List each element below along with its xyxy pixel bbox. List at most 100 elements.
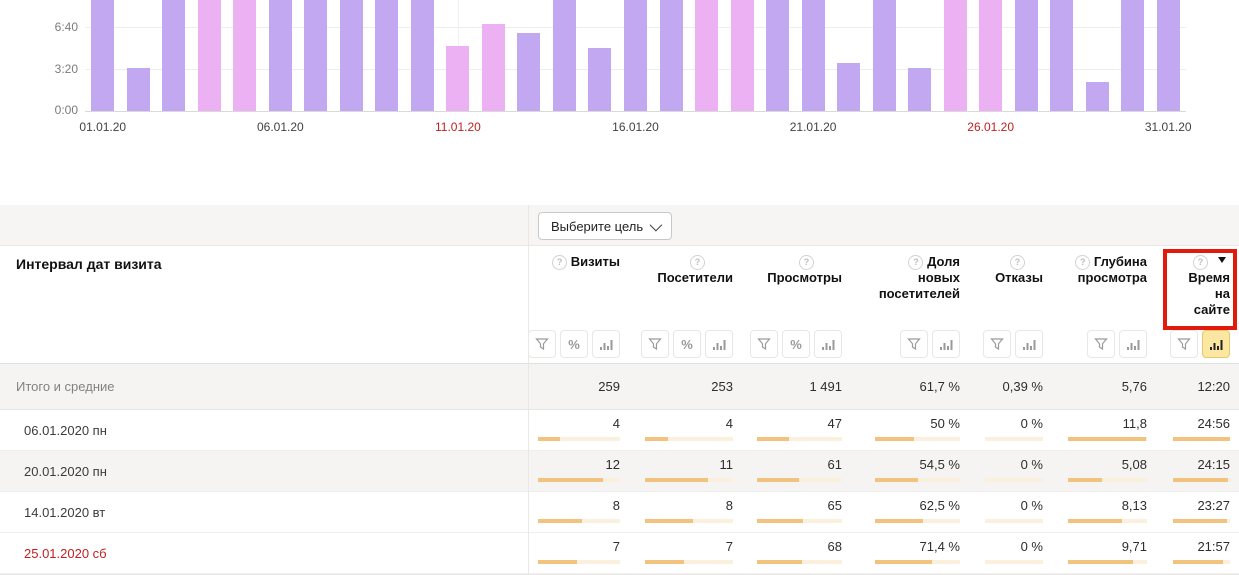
help-question-icon[interactable]: ? (908, 255, 924, 270)
row-date-label[interactable]: 06.01.2020 пн (24, 423, 107, 438)
totals-row[interactable]: Итого и средние 259 253 1 491 61,7 % 0,39 % 5,… (0, 364, 1239, 410)
metric-bar-fill (538, 560, 578, 564)
chart-bar[interactable] (517, 33, 541, 111)
metric-value: 1 491 (809, 379, 842, 394)
chart-bar[interactable] (304, 0, 328, 111)
metric-value: 5,08 (1121, 457, 1147, 472)
metric-cell-visits: 4 (538, 410, 620, 450)
filter-percent-button[interactable]: % (782, 330, 810, 358)
metric-cell-views: 68 (757, 533, 842, 573)
column-header-time[interactable]: ? Время на сайте (1100, 254, 1230, 318)
chart-bar[interactable] (1085, 82, 1109, 111)
table-row[interactable]: 25.01.2020 сб 7 7 68 71,4 % 0 % 9,71 21:57 (0, 533, 1239, 574)
filter-funnel-button[interactable] (750, 330, 778, 358)
chart-bar[interactable] (1121, 0, 1145, 111)
chart-bar[interactable] (162, 0, 186, 111)
filter-funnel-button[interactable] (900, 330, 928, 358)
chart-bar[interactable] (766, 0, 790, 111)
chart-bar[interactable] (1156, 0, 1180, 111)
row-date-label[interactable]: 25.01.2020 сб (24, 546, 107, 561)
metric-bar-track (985, 519, 1043, 523)
chart-bar[interactable] (979, 0, 1003, 111)
help-question-icon[interactable]: ? (552, 255, 568, 270)
chart-bar[interactable] (730, 0, 754, 111)
filter-funnel-button[interactable] (1087, 330, 1115, 358)
chart-bar[interactable] (1050, 0, 1074, 111)
sort-desc-icon (1218, 257, 1226, 263)
chart-bar[interactable] (91, 0, 115, 111)
goal-select-button[interactable]: Выберите цель (538, 212, 673, 240)
column-header-depth[interactable]: ? Глубина просмотра (1017, 254, 1147, 286)
filter-funnel-button[interactable] (983, 330, 1011, 358)
filter-bars-button[interactable] (1119, 330, 1147, 358)
row-date-label[interactable]: 20.01.2020 пн (24, 464, 107, 479)
chart-bar[interactable] (339, 0, 363, 111)
filter-bars-button[interactable] (705, 330, 733, 358)
metric-cell-depth: 5,08 (1068, 451, 1147, 491)
chart-bar[interactable] (588, 48, 612, 111)
chart-bar[interactable] (943, 0, 967, 111)
metric-bar-track (538, 560, 620, 564)
filter-funnel-button[interactable] (641, 330, 669, 358)
chart-bar[interactable] (233, 0, 257, 111)
chart-bar[interactable] (659, 0, 683, 111)
chart-bar[interactable] (1014, 0, 1038, 111)
help-question-icon[interactable]: ? (690, 255, 705, 270)
chart-bar[interactable] (872, 0, 896, 111)
chart-bar[interactable] (197, 0, 221, 111)
filter-funnel-button[interactable] (528, 330, 556, 358)
chart-bar[interactable] (695, 0, 719, 111)
chart-bar[interactable] (410, 0, 434, 111)
chart-bar[interactable] (481, 24, 505, 111)
filter-bars-button[interactable] (592, 330, 620, 358)
goal-select-label: Выберите цель (551, 218, 644, 234)
help-question-icon[interactable]: ? (1010, 255, 1025, 270)
help-question-icon[interactable]: ? (799, 255, 814, 270)
help-question-icon[interactable]: ? (1075, 255, 1091, 270)
chart-bar[interactable] (908, 68, 932, 111)
filter-percent-button[interactable]: % (560, 330, 588, 358)
metric-bar-track (985, 560, 1043, 564)
column-header-views[interactable]: ? Просмотры (712, 254, 842, 286)
funnel-icon (990, 338, 1004, 351)
y-tick-label: 0:00 (54, 103, 78, 117)
filter-funnel-button[interactable] (1170, 330, 1198, 358)
metric-cell-visitors: 8 (645, 492, 733, 532)
metric-value: 0 % (1020, 416, 1043, 431)
metric-cell-visitors: 253 (645, 364, 733, 409)
column-header-visits[interactable]: ? Визиты (490, 254, 620, 270)
chart-bar[interactable] (837, 63, 861, 111)
column-label: на (1214, 286, 1230, 301)
table-row[interactable]: 20.01.2020 пн 12 11 61 54,5 % 0 % 5,08 24:15 (0, 451, 1239, 492)
filter-bars-button[interactable] (1202, 330, 1230, 358)
column-header-newshare[interactable]: ? Доля новых посетителей (830, 254, 960, 302)
chart-bar[interactable] (268, 0, 292, 111)
metric-cell-time: 12:20 (1173, 364, 1230, 409)
filter-bars-button[interactable] (932, 330, 960, 358)
chart-bar[interactable] (801, 0, 825, 111)
chart-bar[interactable] (446, 46, 470, 111)
chart-bar[interactable] (375, 0, 399, 111)
column-header-bounce[interactable]: ? Отказы (913, 254, 1043, 286)
metric-cell-bounce: 0 % (985, 451, 1043, 491)
column-label: Посетители (657, 270, 733, 285)
filter-percent-button[interactable]: % (673, 330, 701, 358)
metric-cell-newshare: 54,5 % (875, 451, 960, 491)
chart-bar[interactable] (552, 0, 576, 111)
metric-bar-track (1068, 437, 1147, 441)
table-row[interactable]: 14.01.2020 вт 8 8 65 62,5 % 0 % 8,13 23:27 (0, 492, 1239, 533)
column-header-visitors[interactable]: ? Посетители (603, 254, 733, 286)
filter-bars-button[interactable] (1015, 330, 1043, 358)
help-question-icon[interactable]: ? (1193, 255, 1208, 270)
table-row[interactable]: 06.01.2020 пн 4 4 47 50 % 0 % 11,8 24:56 (0, 410, 1239, 451)
chart-bar[interactable] (126, 68, 150, 111)
chart-bar[interactable] (624, 0, 647, 111)
metric-cell-depth: 11,8 (1068, 410, 1147, 450)
metric-bar-fill (875, 519, 924, 523)
row-date-label[interactable]: 14.01.2020 вт (24, 505, 106, 520)
x-tick-label: 01.01.20 (79, 120, 127, 134)
metric-bar-fill (538, 478, 603, 482)
metric-value: 259 (598, 379, 620, 394)
metric-cell-bounce: 0 % (985, 533, 1043, 573)
filter-bars-button[interactable] (814, 330, 842, 358)
